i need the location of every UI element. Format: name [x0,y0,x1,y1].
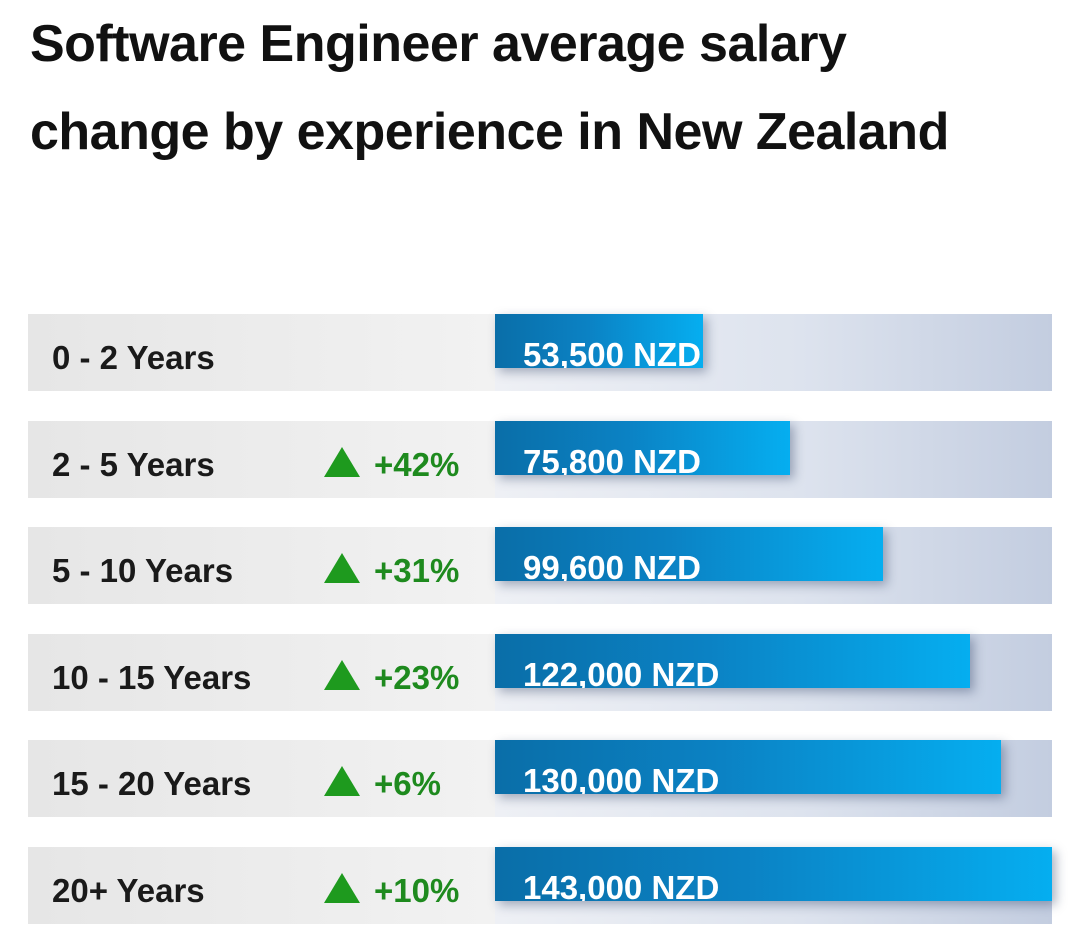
salary-value-label: 130,000 NZD [523,762,720,795]
salary-bar-chart: 0 - 2 Years 53,500 NZD 2 - 5 Years +42% 75,8… [28,314,1052,926]
category-label: 2 - 5 Years [52,445,215,483]
row-label-cell: 0 - 2 Years [28,314,495,391]
salary-value-label: 75,800 NZD [523,442,701,475]
bar-track: 75,800 NZD [495,420,1052,498]
table-row: 2 - 5 Years +42% 75,800 NZD [28,420,1052,498]
row-label-cell: 20+ Years +10% [28,847,495,924]
category-label: 5 - 10 Years [52,552,234,590]
change-indicator: +23% [324,634,459,711]
bar-track: 130,000 NZD [495,740,1052,818]
up-triangle-icon [324,873,360,903]
change-indicator: +42% [324,421,459,498]
row-label-cell: 10 - 15 Years +23% [28,633,495,711]
change-percent: +10% [374,872,460,909]
table-row: 0 - 2 Years 53,500 NZD [28,314,1052,391]
table-row: 20+ Years +10% 143,000 NZD [28,847,1052,924]
salary-value-label: 122,000 NZD [523,655,720,688]
salary-bar: 143,000 NZD [495,847,1052,901]
row-label-cell: 5 - 10 Years +31% [28,527,495,605]
change-percent: +23% [374,658,460,696]
table-row: 5 - 10 Years +31% 99,600 NZD [28,527,1052,605]
bar-track: 122,000 NZD [495,633,1052,711]
up-triangle-icon [324,659,360,690]
salary-bar: 130,000 NZD [495,740,1002,795]
up-triangle-icon [324,766,360,797]
bar-track: 53,500 NZD [495,314,1052,391]
row-label-cell: 2 - 5 Years +42% [28,420,495,498]
salary-value-label: 143,000 NZD [523,869,720,901]
category-label: 15 - 20 Years [52,765,252,803]
table-row: 10 - 15 Years +23% 122,000 NZD [28,633,1052,711]
up-triangle-icon [324,553,360,584]
salary-bar: 53,500 NZD [495,314,704,368]
salary-bar: 75,800 NZD [495,420,791,475]
table-row: 15 - 20 Years +6% 130,000 NZD [28,740,1052,818]
salary-bar: 122,000 NZD [495,633,971,688]
change-percent: +6% [374,765,441,803]
category-label: 10 - 15 Years [52,658,252,696]
salary-bar: 99,600 NZD [495,527,883,582]
category-label: 0 - 2 Years [52,339,215,376]
row-label-cell: 15 - 20 Years +6% [28,740,495,818]
salary-value-label: 53,500 NZD [523,336,701,368]
salary-value-label: 99,600 NZD [523,549,701,582]
change-indicator: +10% [324,847,459,924]
chart-title: Software Engineer average salary change … [30,15,949,161]
change-percent: +42% [374,445,460,483]
up-triangle-icon [324,446,360,477]
change-indicator: +6% [324,740,441,817]
bar-track: 99,600 NZD [495,527,1052,605]
change-percent: +31% [374,552,460,590]
change-indicator: +31% [324,527,459,604]
bar-track: 143,000 NZD [495,847,1052,924]
category-label: 20+ Years [52,872,205,909]
